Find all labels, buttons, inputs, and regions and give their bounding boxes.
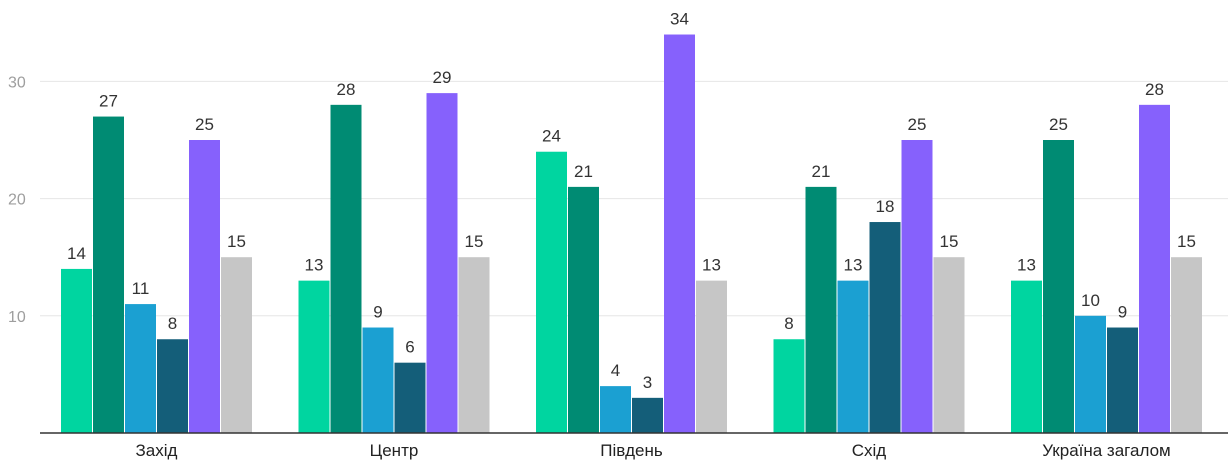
bar-value-label: 25 bbox=[195, 115, 214, 134]
bar-value-label: 21 bbox=[574, 162, 593, 181]
bar bbox=[330, 104, 362, 433]
bar bbox=[837, 280, 869, 433]
bar bbox=[458, 257, 490, 433]
bar-value-label: 15 bbox=[940, 232, 959, 251]
y-tick-label: 20 bbox=[8, 192, 26, 209]
bar-value-label: 15 bbox=[1177, 232, 1196, 251]
bar bbox=[632, 397, 663, 433]
bar-value-label: 15 bbox=[465, 232, 484, 251]
bar bbox=[773, 339, 805, 433]
bar-value-label: 3 bbox=[643, 373, 652, 392]
y-tick-label: 30 bbox=[8, 74, 26, 91]
bar-value-label: 13 bbox=[702, 256, 721, 275]
bar bbox=[933, 257, 965, 433]
bar-value-label: 24 bbox=[542, 127, 561, 146]
bar bbox=[426, 93, 458, 434]
bar bbox=[1107, 327, 1138, 433]
bar bbox=[189, 140, 220, 433]
bar bbox=[1139, 104, 1170, 433]
bar bbox=[1075, 315, 1106, 433]
axes: 10 20 30 Захід Центр Південь Схід Україна загал… bbox=[8, 74, 1228, 460]
bar-value-label: 13 bbox=[844, 256, 863, 275]
bar bbox=[157, 339, 188, 433]
bar bbox=[664, 34, 695, 434]
bar-value-label: 13 bbox=[1017, 256, 1036, 275]
data-labels: 14 27 11 8 25 15 13 28 9 6 29 15 24 21 4 3 34 13 8 21 13 18 25… bbox=[67, 10, 1196, 392]
bar-value-label: 25 bbox=[1049, 115, 1068, 134]
bar-value-label: 10 bbox=[1081, 291, 1100, 310]
bar-value-label: 34 bbox=[670, 10, 689, 29]
bar bbox=[696, 280, 727, 433]
bar bbox=[221, 257, 252, 433]
bar bbox=[125, 304, 156, 433]
bar-value-label: 28 bbox=[337, 80, 356, 99]
bar bbox=[869, 222, 901, 433]
bar-value-label: 9 bbox=[373, 303, 382, 322]
bar-value-label: 15 bbox=[227, 232, 246, 251]
bar-value-label: 27 bbox=[99, 92, 118, 111]
bar bbox=[568, 186, 599, 433]
bar bbox=[805, 186, 837, 433]
bar bbox=[901, 140, 933, 433]
bar-value-label: 8 bbox=[168, 314, 177, 333]
x-tick-label: Україна загалом bbox=[1042, 441, 1170, 460]
bar bbox=[536, 151, 567, 433]
bar-value-label: 9 bbox=[1118, 303, 1127, 322]
bar-value-label: 6 bbox=[405, 338, 414, 357]
bar bbox=[93, 116, 124, 433]
bar bbox=[1011, 280, 1042, 433]
x-tick-label: Захід bbox=[136, 441, 178, 460]
bar-value-label: 8 bbox=[784, 314, 793, 333]
bar bbox=[362, 327, 394, 433]
bar bbox=[298, 280, 330, 433]
bar-value-label: 28 bbox=[1145, 80, 1164, 99]
bar-value-label: 21 bbox=[812, 162, 831, 181]
bar-value-label: 13 bbox=[305, 256, 324, 275]
bar-value-label: 4 bbox=[611, 361, 620, 380]
bar bbox=[600, 386, 631, 433]
bars bbox=[61, 34, 1202, 434]
bar-value-label: 11 bbox=[132, 279, 150, 298]
bar-value-label: 29 bbox=[433, 68, 452, 87]
bar bbox=[61, 268, 92, 433]
x-tick-label: Центр bbox=[370, 441, 419, 460]
bar bbox=[1043, 140, 1074, 433]
bar bbox=[394, 362, 426, 433]
y-tick-label: 10 bbox=[8, 309, 26, 326]
x-tick-label: Південь bbox=[600, 441, 663, 460]
bar-value-label: 18 bbox=[876, 197, 895, 216]
bar-value-label: 14 bbox=[67, 244, 86, 263]
bar bbox=[1171, 257, 1202, 433]
bar-value-label: 25 bbox=[908, 115, 927, 134]
x-tick-label: Схід bbox=[852, 441, 887, 460]
